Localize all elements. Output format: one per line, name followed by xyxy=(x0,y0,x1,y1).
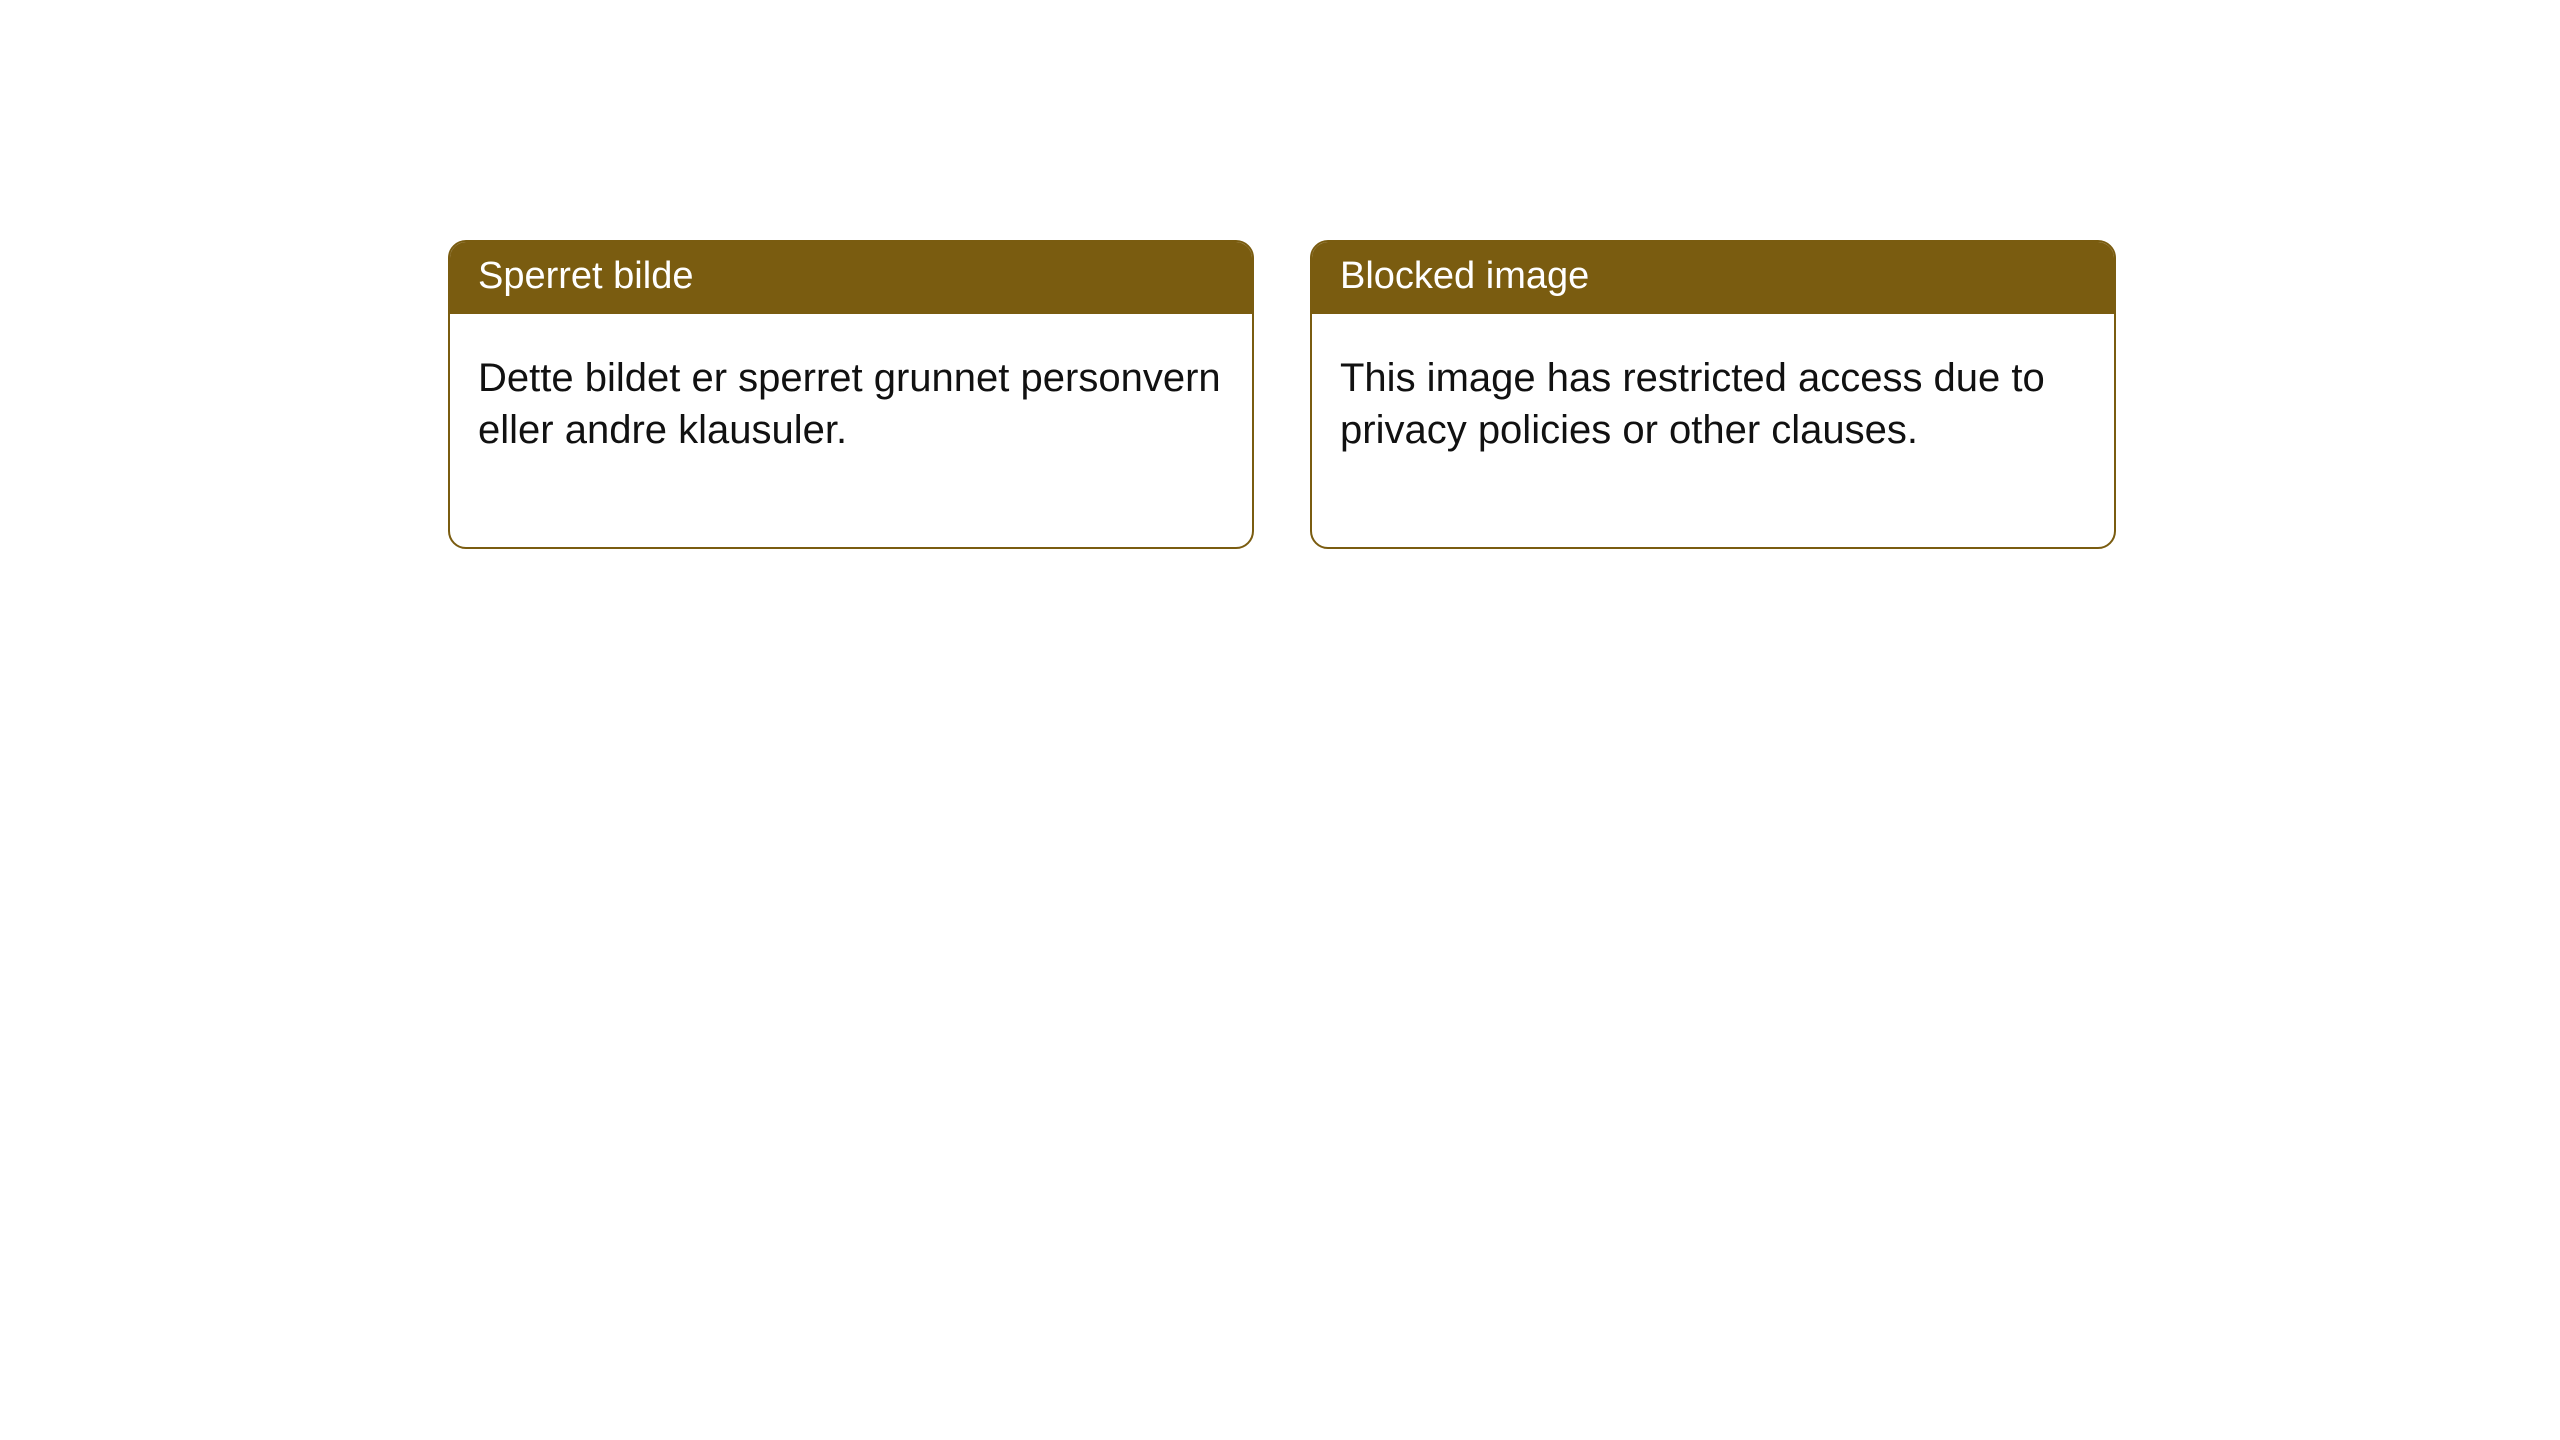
notice-card-norwegian: Sperret bilde Dette bildet er sperret gr… xyxy=(448,240,1254,549)
card-body-text: This image has restricted access due to … xyxy=(1340,356,2045,453)
card-title: Blocked image xyxy=(1340,255,1589,297)
card-header: Sperret bilde xyxy=(450,242,1252,314)
card-header: Blocked image xyxy=(1312,242,2114,314)
card-body: Dette bildet er sperret grunnet personve… xyxy=(450,314,1252,548)
card-title: Sperret bilde xyxy=(478,255,693,297)
notice-card-english: Blocked image This image has restricted … xyxy=(1310,240,2116,549)
card-body: This image has restricted access due to … xyxy=(1312,314,2114,548)
card-body-text: Dette bildet er sperret grunnet personve… xyxy=(478,356,1221,453)
notice-container: Sperret bilde Dette bildet er sperret gr… xyxy=(448,240,2116,549)
